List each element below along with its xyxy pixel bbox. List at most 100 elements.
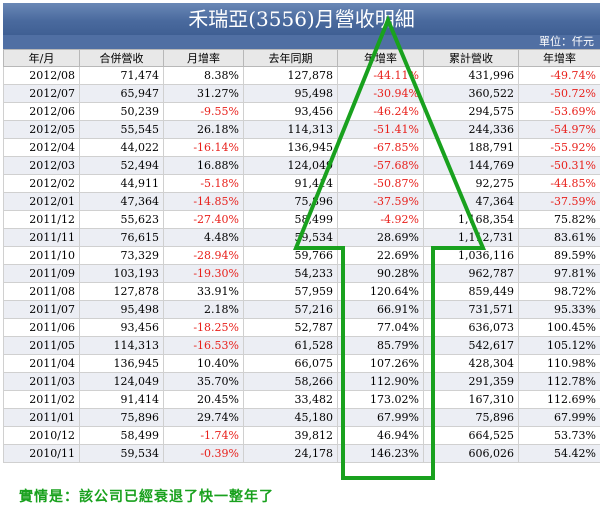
table-cell: 664,525	[423, 426, 519, 445]
table-cell: 52,494	[79, 156, 164, 175]
table-cell: -67.85%	[337, 138, 424, 157]
table-cell: 2011/04	[3, 354, 80, 373]
table-cell: 95,498	[79, 300, 164, 319]
table-cell: 360,522	[423, 84, 519, 103]
table-cell: 54.42%	[518, 444, 600, 463]
table-cell: 127,878	[79, 282, 164, 301]
table-cell: -49.74%	[518, 66, 600, 85]
table-cell: -46.24%	[337, 102, 424, 121]
table-cell: 93,456	[79, 318, 164, 337]
table-cell: 428,304	[423, 354, 519, 373]
table-cell: 2012/03	[3, 156, 80, 175]
table-cell: 31.27%	[163, 84, 244, 103]
table-row: 2012/06 50,239 -9.55% 93,456 -46.24% 294,575-…	[3, 102, 600, 121]
table-cell: 112.78%	[518, 372, 600, 391]
table-row: 2012/05 55,545 26.18% 114,313 -51.41% 244,336…	[3, 120, 600, 139]
table-cell: 26.18%	[163, 120, 244, 139]
table-cell: 93,456	[243, 102, 338, 121]
table-cell: 2012/04	[3, 138, 80, 157]
table-cell: 2010/11	[3, 444, 80, 463]
table-row: 2011/11 76,615 4.48% 59,534 28.69% 1,112,731 8…	[3, 228, 600, 247]
table-cell: 124,049	[243, 156, 338, 175]
table-cell: 114,313	[79, 336, 164, 355]
table-cell: 35.70%	[163, 372, 244, 391]
caption-note: 實情是：該公司已經衰退了快一整年了	[19, 489, 274, 505]
table-cell: -50.87%	[337, 174, 424, 193]
table-cell: 28.69%	[337, 228, 424, 247]
table-cell: -5.18%	[163, 174, 244, 193]
table-cell: 66.91%	[337, 300, 424, 319]
table-cell: 542,617	[423, 336, 519, 355]
table-cell: 47,364	[79, 192, 164, 211]
table-cell: -51.41%	[337, 120, 424, 139]
table-cell: 20.45%	[163, 390, 244, 409]
table-cell: 2012/01	[3, 192, 80, 211]
up-arrow-outline	[293, 14, 486, 480]
table-cell: 75.82%	[518, 210, 600, 229]
table-cell: 107.26%	[337, 354, 424, 373]
table-cell: -16.53%	[163, 336, 244, 355]
table-cell: 2011/06	[3, 318, 80, 337]
table-cell: 294,575	[423, 102, 519, 121]
table-cell: 8.38%	[163, 66, 244, 85]
table-cell: 67.99%	[518, 408, 600, 427]
table-cell: 2012/06	[3, 102, 80, 121]
table-cell: 173.02%	[337, 390, 424, 409]
table-cell: 103,193	[79, 264, 164, 283]
table-cell: 167,310	[423, 390, 519, 409]
table-cell: 67.99%	[337, 408, 424, 427]
revenue-table: 年/月 合併營收 月增率 去年同期 年增率 累計營收 年增率 2012/08 71,474 8.…	[3, 49, 600, 463]
table-row: 2011/03 124,049 35.70% 58,266 112.90% 291,359…	[3, 372, 600, 391]
table-cell: -53.69%	[518, 102, 600, 121]
table-cell: -0.39%	[163, 444, 244, 463]
table-cell: 47,364	[423, 192, 519, 211]
table-cell: 120.64%	[337, 282, 424, 301]
table-row: 2011/04 136,945 10.40% 66,075 107.26% 428,304…	[3, 354, 600, 373]
table-cell: 114,313	[243, 120, 338, 139]
table-cell: 77.04%	[337, 318, 424, 337]
table-cell: 16.88%	[163, 156, 244, 175]
table-cell: 2011/12	[3, 210, 80, 229]
table-cell: 73,329	[79, 246, 164, 265]
table-cell: 1,036,116	[423, 246, 519, 265]
table-cell: 1,168,354	[423, 210, 519, 229]
table-cell: 44,911	[79, 174, 164, 193]
table-row: 2012/01 47,364 -14.85% 75,896 -37.59% 47,364-…	[3, 192, 600, 211]
table-cell: 97.81%	[518, 264, 600, 283]
table-cell: 95.33%	[518, 300, 600, 319]
table-row: 2011/12 55,623 -27.40% 58,499 -4.92% 1,168,35…	[3, 210, 600, 229]
table-cell: 2011/10	[3, 246, 80, 265]
column-header: 年增率	[518, 49, 600, 67]
table-cell: 58,499	[243, 210, 338, 229]
table-cell: -44.85%	[518, 174, 600, 193]
table-cell: -57.68%	[337, 156, 424, 175]
table-cell: 136,945	[79, 354, 164, 373]
table-cell: 52,787	[243, 318, 338, 337]
table-cell: 2012/05	[3, 120, 80, 139]
table-cell: 731,571	[423, 300, 519, 319]
table-cell: 58,499	[79, 426, 164, 445]
table-cell: 4.48%	[163, 228, 244, 247]
table-cell: 859,449	[423, 282, 519, 301]
table-cell: 127,878	[243, 66, 338, 85]
table-cell: 57,959	[243, 282, 338, 301]
table-cell: 2011/01	[3, 408, 80, 427]
table-cell: -9.55%	[163, 102, 244, 121]
table-cell: 100.45%	[518, 318, 600, 337]
column-header: 累計營收	[423, 49, 519, 67]
table-row: 2011/06 93,456 -18.25% 52,787 77.04% 636,073 1…	[3, 318, 600, 337]
table-cell: 105.12%	[518, 336, 600, 355]
table-cell: 146.23%	[337, 444, 424, 463]
table-cell: 59,534	[79, 444, 164, 463]
table-cell: -27.40%	[163, 210, 244, 229]
page-title: 禾瑞亞(3556)月營收明細	[3, 3, 600, 35]
table-row: 2012/04 44,022 -16.14% 136,945 -67.85% 188,79…	[3, 138, 600, 157]
table-cell: 57,216	[243, 300, 338, 319]
table-cell: -4.92%	[337, 210, 424, 229]
table-row: 2012/08 71,474 8.38% 127,878 -44.11% 431,996-…	[3, 66, 600, 85]
table-cell: -18.25%	[163, 318, 244, 337]
table-row: 2011/10 73,329 -28.94% 59,766 22.69% 1,036,11…	[3, 246, 600, 265]
table-cell: 2011/02	[3, 390, 80, 409]
table-cell: 112.69%	[518, 390, 600, 409]
